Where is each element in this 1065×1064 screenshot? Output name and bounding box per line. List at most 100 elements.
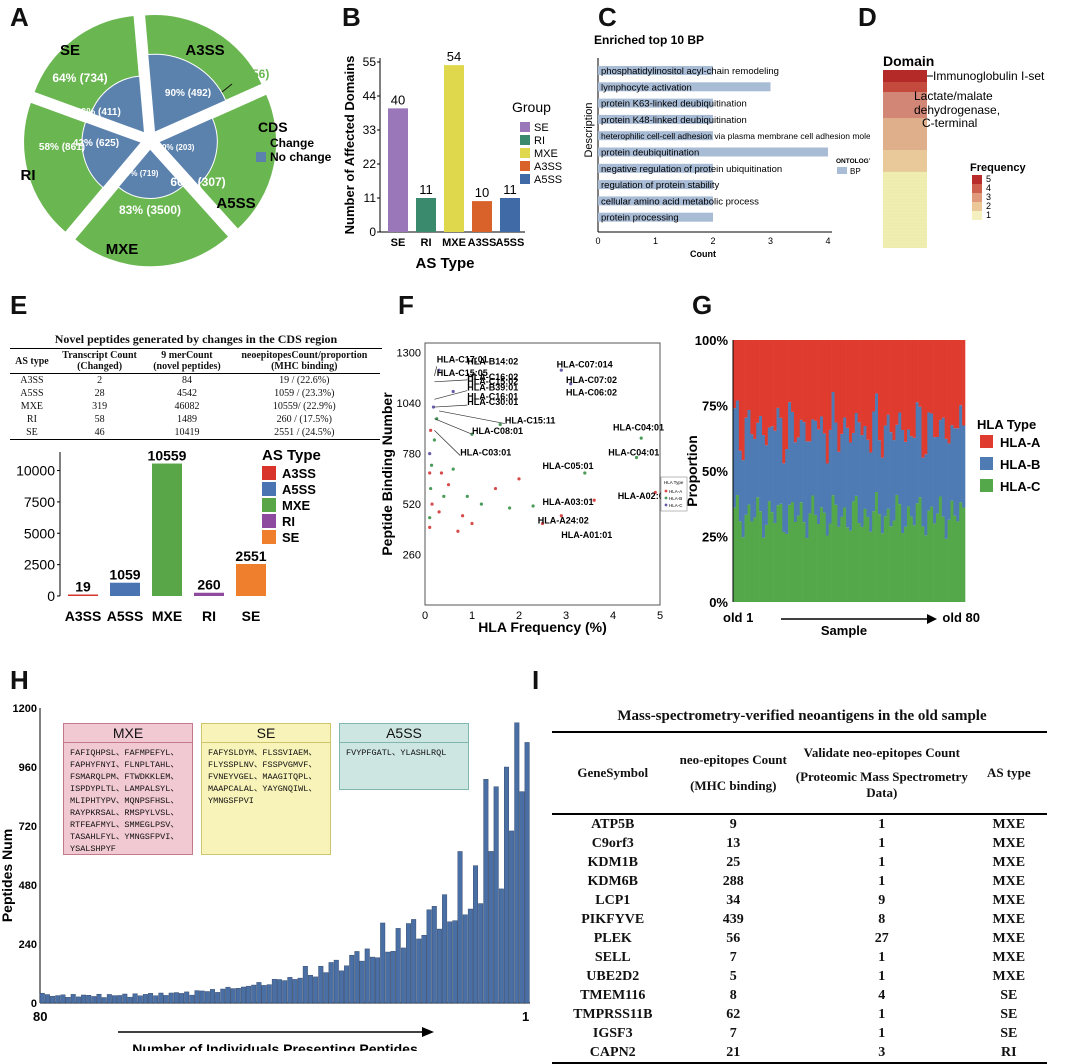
- bar-segment: [814, 514, 818, 602]
- histogram-bar: [65, 997, 71, 1004]
- scatter-point: [540, 521, 545, 526]
- bar-segment: [962, 507, 966, 602]
- bar-segment: [959, 405, 963, 503]
- bar-segment: [901, 533, 905, 602]
- legend-label: SE: [282, 530, 300, 545]
- table-cell: 1: [878, 968, 886, 984]
- bar-segment: [767, 427, 771, 502]
- bar: [194, 592, 224, 596]
- bar-segment: [915, 402, 919, 504]
- panel-label-f: F: [398, 290, 414, 320]
- bar-segment: [857, 523, 861, 602]
- y-tick-label: 240: [19, 939, 37, 951]
- bar-value-label: 19: [75, 579, 91, 595]
- table-cell: SE: [26, 427, 38, 438]
- legend-gradient-cell: [972, 211, 982, 220]
- bar-segment: [846, 340, 850, 428]
- table-cell: KDM1B: [587, 854, 639, 870]
- histogram-bar: [251, 984, 257, 1004]
- table-i-header-validate: Validate neo-epitopes Count (Proteomic M…: [793, 732, 971, 814]
- histogram-bar: [442, 894, 448, 1004]
- bar-segment: [938, 340, 943, 421]
- histogram-bar: [344, 965, 350, 1004]
- histogram-bar: [81, 994, 87, 1004]
- x-tick-label: 1: [653, 236, 658, 246]
- point-label: HLA-C07:014: [557, 359, 613, 369]
- bar-segment: [837, 340, 841, 452]
- bar-segment: [912, 340, 916, 438]
- table-cell: MXE: [992, 892, 1026, 908]
- bar-segment: [782, 340, 786, 464]
- bar-segment: [912, 437, 916, 526]
- table-cell: TMPRSS11B: [573, 1006, 653, 1022]
- bar-segment: [837, 526, 841, 602]
- scatter-point: [429, 428, 433, 432]
- bar-segment: [883, 340, 887, 426]
- bar-segment: [814, 340, 818, 421]
- bar-segment: [811, 340, 815, 420]
- bar-segment: [779, 417, 783, 504]
- y-tick-label: 0%: [709, 595, 728, 610]
- scatter-point: [559, 368, 563, 372]
- histogram-bar: [514, 722, 520, 1004]
- bar-segment: [846, 527, 850, 602]
- bar-segment: [733, 408, 737, 508]
- bar-segment: [782, 463, 786, 532]
- histogram-bar: [184, 991, 190, 1004]
- bar-segment: [764, 445, 769, 525]
- legend-swatch: [262, 514, 276, 528]
- legend-swatch: [837, 167, 847, 174]
- legend-swatch: [980, 457, 993, 470]
- bar: [598, 98, 713, 108]
- scatter-point: [592, 498, 596, 502]
- table-cell: 1: [878, 835, 886, 851]
- x-end-label: old 80: [942, 610, 980, 625]
- bar-segment: [802, 340, 806, 423]
- bar-segment: [759, 511, 763, 602]
- bar-segment: [843, 417, 847, 508]
- histogram-bar: [421, 935, 427, 1004]
- scatter-point: [446, 483, 451, 487]
- plot-frame: [424, 342, 661, 606]
- pie-inner-label: 42% (625): [73, 138, 119, 149]
- histogram-bar: [127, 996, 133, 1004]
- pie-legend-title: CDS: [258, 119, 288, 135]
- table-cell: 4: [878, 987, 886, 1003]
- bar-segment: [744, 417, 748, 515]
- table-cell: 34: [726, 892, 741, 908]
- bar-segment: [820, 416, 824, 508]
- bar: [598, 212, 713, 222]
- y-tick-label: 11: [364, 191, 377, 205]
- table-row: RI 58 1489 260 / (17.5%): [10, 413, 380, 426]
- pie-inner-label: 36% (411): [75, 107, 121, 118]
- bar-segment: [938, 420, 943, 497]
- bar-segment: [941, 340, 945, 418]
- histogram-bar: [148, 993, 154, 1004]
- legend-label: BP: [850, 167, 861, 176]
- table-cell: PLEK: [593, 930, 632, 946]
- panel-h-histogram: 0 240 480 720 960 1200 80 1 Number of Individual…: [0, 703, 530, 1051]
- bar-segment: [947, 519, 951, 602]
- bar-segment: [782, 531, 786, 602]
- table-cell: A3SS: [20, 375, 44, 386]
- table-cell: C9orf3: [591, 835, 634, 851]
- bar-value-label: 11: [419, 182, 433, 197]
- table-i-header-validate-a: Validate neo-epitopes Count: [803, 745, 960, 760]
- bar: [472, 201, 492, 232]
- bar-segment: [822, 340, 827, 434]
- leader-line: [434, 430, 461, 456]
- table-cell: 21: [726, 1044, 741, 1060]
- y-tick-label: 0: [369, 225, 376, 239]
- histogram-bar: [215, 992, 221, 1004]
- heatmap-label: C-terminal: [922, 116, 977, 130]
- bar-segment: [933, 340, 937, 438]
- table-cell: ATP5B: [591, 816, 635, 832]
- scatter-point: [583, 471, 587, 475]
- histogram-bar: [354, 951, 360, 1004]
- bar-segment: [762, 340, 766, 436]
- table-cell: KDM6B: [587, 873, 639, 889]
- bar-segment: [863, 508, 867, 602]
- bar-value-label: 10559: [148, 448, 187, 464]
- bar-segment: [947, 443, 951, 520]
